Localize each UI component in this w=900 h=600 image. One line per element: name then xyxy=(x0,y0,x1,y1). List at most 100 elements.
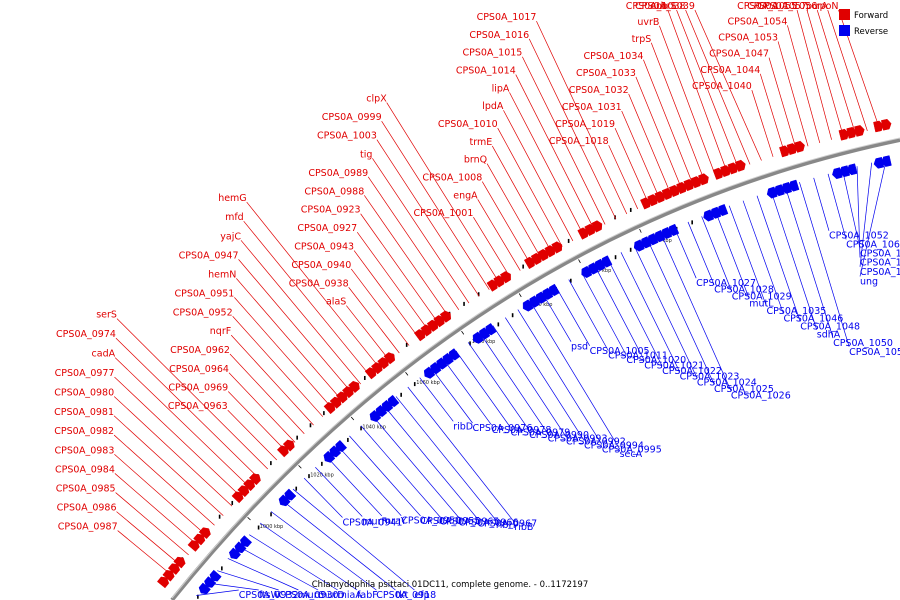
forward-gene-glyph xyxy=(364,367,377,380)
gene-label: CPS0A_1052 xyxy=(829,231,889,242)
map-caption: Chlamydophila psittaci 01DC11, complete … xyxy=(312,580,589,590)
tick-label: 1120 kbp xyxy=(588,268,612,274)
leader-line xyxy=(238,259,352,393)
forward-gene-glyph xyxy=(661,187,673,201)
scale-dot xyxy=(270,461,272,466)
reverse-gene-glyph xyxy=(846,163,858,176)
gene-label: CPS0A_0982 xyxy=(54,426,114,437)
gene-label: CPS0A_0941 xyxy=(343,517,403,528)
scale-dot xyxy=(511,313,514,318)
leader-line xyxy=(117,530,172,576)
gene-label: CPS0A_1019 xyxy=(555,119,615,130)
forward-gene-glyph xyxy=(486,279,498,292)
leader-line xyxy=(455,350,511,428)
gene-label: CPS0A_0986 xyxy=(57,503,117,514)
gene-label: CPS0A_0952 xyxy=(173,307,233,318)
reverse-gene-glyph xyxy=(647,233,659,246)
leader-line xyxy=(751,89,774,157)
tick-label: 1020 kbp xyxy=(310,472,334,478)
gene-label: CPS0A_0992 xyxy=(566,437,626,448)
forward-gene-glyph xyxy=(591,220,603,233)
scale-dot xyxy=(405,342,408,347)
scale-dot xyxy=(347,437,349,442)
leader-line xyxy=(114,357,251,488)
leader-line xyxy=(227,391,287,452)
reverse-gene-glyph xyxy=(448,348,461,361)
gene-label: mutL xyxy=(749,299,774,310)
forward-gene-glyph xyxy=(370,362,383,375)
leader-line xyxy=(701,216,733,292)
leader-line xyxy=(249,534,338,591)
scale-dot xyxy=(295,486,298,491)
gene-label: CPS0A_1062 xyxy=(860,248,900,259)
leader-line xyxy=(360,213,440,324)
gene-label: CPS0A_0963 xyxy=(168,401,228,412)
gene-label: CPS0A_1048 xyxy=(800,322,860,333)
scale-dot xyxy=(629,207,632,212)
forward-gene-glyph xyxy=(523,256,535,270)
forward-gene-glyph xyxy=(198,527,211,540)
scale-dot xyxy=(197,594,199,599)
leader-line xyxy=(480,333,548,434)
gene-label: ung xyxy=(860,276,878,287)
reverse-gene-glyph xyxy=(335,439,348,453)
gene-label: CPS0A_1051 xyxy=(849,347,900,358)
reverse-gene-glyph xyxy=(535,291,547,304)
leader-line xyxy=(568,279,609,351)
gene-label: hemG xyxy=(218,193,246,204)
leader-line xyxy=(281,499,396,591)
forward-gene-glyph xyxy=(193,533,206,546)
gene-label: eno xyxy=(650,1,668,12)
leader-line xyxy=(238,546,319,591)
gene-label: CPS0A_0964 xyxy=(169,364,229,375)
gene-label: trmE xyxy=(470,137,493,148)
gene-label: CPS0A_1038 xyxy=(626,1,686,12)
forward-gene-glyph xyxy=(683,179,695,192)
forward-gene-glyph xyxy=(873,120,884,133)
leader-line xyxy=(674,227,697,279)
gene-label: CPS0A_0932 xyxy=(239,590,299,600)
leader-line xyxy=(676,9,739,169)
leader-line xyxy=(768,57,797,150)
leader-line xyxy=(115,337,260,479)
scale-dot xyxy=(477,292,480,297)
scale-dot xyxy=(400,392,402,397)
leader-line xyxy=(367,176,460,311)
reverse-gene-glyph xyxy=(228,547,242,560)
reverse-gene-glyph xyxy=(633,239,645,252)
scale-dot xyxy=(321,461,323,466)
tick-label: 1060 kbp xyxy=(416,380,440,386)
leader-line xyxy=(607,258,663,367)
leader-line xyxy=(363,195,450,317)
gene-label: CPS0A_0989 xyxy=(308,168,368,179)
genome-backbone-arc xyxy=(170,138,900,600)
leader-line xyxy=(114,454,207,536)
leader-line xyxy=(536,20,628,215)
gene-label: CPS0A_1021 xyxy=(644,360,704,371)
scale-dot xyxy=(231,500,234,505)
scale-dot xyxy=(614,255,617,260)
leader-line xyxy=(350,268,410,346)
leader-line xyxy=(115,492,189,556)
reverse-gene-glyph xyxy=(873,157,885,169)
tick-label: 1100 kbp xyxy=(529,302,553,308)
scale-dot xyxy=(469,341,471,346)
leader-line xyxy=(816,9,856,134)
reverse-gene-glyph xyxy=(881,155,892,167)
tick-label: 1000 kbp xyxy=(260,524,284,530)
reverse-gene-glyph xyxy=(788,179,800,192)
leader-line xyxy=(443,359,492,426)
gene-label: fabF xyxy=(357,590,378,600)
leader-line xyxy=(229,353,305,434)
leader-line xyxy=(395,396,497,521)
leader-line xyxy=(386,102,500,284)
forward-gene-glyph xyxy=(712,167,724,180)
forward-gene-glyph xyxy=(794,140,805,153)
scale-dot xyxy=(218,514,221,519)
forward-gene-glyph xyxy=(383,352,396,365)
leader-line xyxy=(694,9,762,161)
leader-line xyxy=(259,522,358,591)
leader-line xyxy=(796,9,832,140)
forward-gene-glyph xyxy=(779,145,790,158)
leader-line xyxy=(770,190,818,330)
